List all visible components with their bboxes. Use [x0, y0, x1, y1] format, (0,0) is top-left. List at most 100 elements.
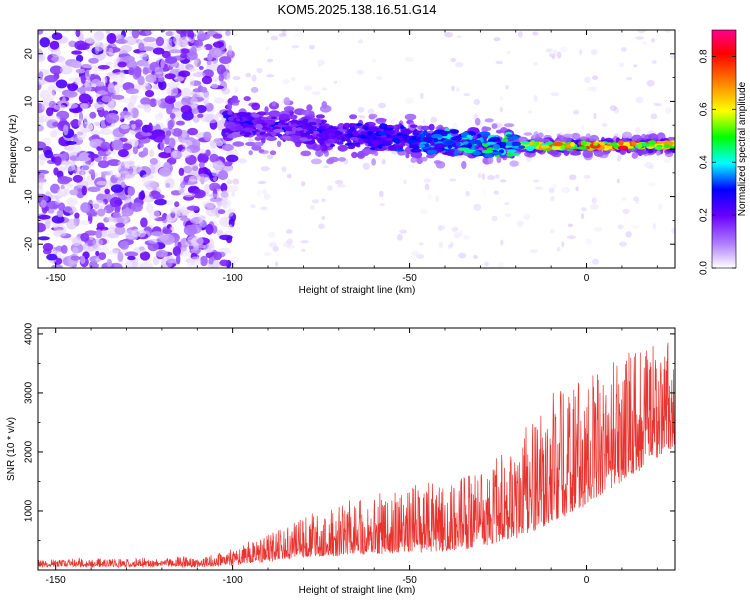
heatmap-cell [633, 64, 638, 68]
heatmap-cell [165, 56, 177, 64]
heatmap-cell [338, 157, 346, 162]
heatmap-cell [148, 122, 153, 134]
snr-x-tick-label: -150 [46, 575, 66, 586]
heatmap-cell [484, 154, 494, 158]
heatmap-cell [147, 174, 155, 180]
heatmap-cell [518, 137, 527, 142]
colorbar-tick-label: 0.0 [699, 261, 710, 275]
heatmap-cell [205, 223, 214, 235]
heatmap-cell [234, 125, 244, 131]
heatmap-cell [556, 247, 561, 252]
heatmap-cell [285, 229, 293, 234]
heatmap-cell [455, 61, 464, 68]
heatmap-cell [652, 223, 656, 230]
heatmap-cell [197, 113, 204, 119]
heatmap-cell [200, 113, 214, 123]
heatmap-cell [528, 110, 532, 114]
heatmap-cell [580, 140, 587, 146]
heatmap-cell [199, 255, 208, 267]
heatmap-cell [65, 141, 77, 145]
heatmap-cell [55, 79, 68, 89]
heatmap-cell [378, 190, 384, 198]
heatmap-cell [88, 57, 99, 64]
heatmap-cell [137, 75, 145, 86]
heatmap-cell [344, 136, 351, 142]
colorbar-tick-label: 0.4 [699, 155, 710, 169]
heatmap-cell [356, 69, 364, 75]
heatmap-cell [226, 72, 231, 82]
heatmap-cell [202, 69, 214, 79]
heatmap-cell [567, 235, 576, 239]
heatmap-cell [533, 179, 540, 183]
heatmap-cell [106, 216, 117, 222]
spectrogram-x-ticks: -150 -100 -50 0 [46, 30, 658, 284]
heatmap-cell [411, 250, 419, 257]
heatmap-cell [410, 148, 422, 153]
heatmap-cell [557, 51, 562, 59]
heatmap-cell [80, 232, 90, 242]
heatmap-cell [525, 156, 532, 162]
heatmap-cell [38, 214, 51, 220]
heatmap-cell [637, 142, 642, 148]
heatmap-cell [116, 217, 125, 222]
heatmap-cell [321, 101, 328, 109]
heatmap-cell [177, 63, 185, 73]
heatmap-cell [120, 124, 130, 130]
heatmap-cell [281, 166, 287, 173]
heatmap-cell [516, 220, 524, 228]
heatmap-cell [68, 260, 77, 268]
heatmap-cell [487, 156, 494, 164]
heatmap-cell [181, 130, 187, 139]
heatmap-cell [246, 124, 253, 128]
heatmap-cell [507, 149, 517, 153]
heatmap-cell [127, 255, 136, 261]
heatmap-cell [300, 240, 309, 244]
heatmap-cell [310, 205, 315, 210]
heatmap-cell [138, 142, 144, 148]
heatmap-cell [250, 204, 256, 209]
heatmap-cell [61, 152, 69, 160]
heatmap-cell [505, 134, 514, 138]
heatmap-cell [178, 184, 186, 195]
heatmap-cell [392, 137, 400, 143]
heatmap-cell [169, 207, 183, 214]
heatmap-cell [276, 140, 282, 147]
heatmap-cell [210, 161, 225, 170]
heatmap-cell [504, 213, 512, 217]
heatmap-cell [489, 136, 501, 142]
heatmap-cell [95, 229, 103, 239]
heatmap-cell [67, 145, 82, 154]
heatmap-cell [617, 145, 629, 151]
heatmap-cell [619, 241, 627, 247]
spectrogram-x-tick-label: -50 [402, 273, 417, 284]
heatmap-cell [40, 199, 47, 208]
heatmap-cell [616, 155, 622, 162]
heatmap-cell [480, 119, 487, 126]
heatmap-cell [124, 251, 139, 257]
heatmap-cell [421, 125, 430, 131]
heatmap-cell [648, 133, 658, 141]
heatmap-cell [44, 75, 58, 83]
heatmap-cell [106, 170, 114, 177]
heatmap-cell [318, 223, 325, 230]
heatmap-cell [323, 140, 333, 144]
heatmap-cell [506, 50, 511, 55]
heatmap-cell [321, 216, 325, 220]
heatmap-cell [124, 161, 129, 166]
heatmap-cell [583, 175, 591, 179]
heatmap-cell [85, 123, 94, 131]
heatmap-cell [269, 150, 277, 156]
heatmap-cell [451, 85, 455, 92]
heatmap-cell [131, 229, 142, 237]
heatmap-cell [290, 76, 296, 82]
heatmap-cell [94, 41, 104, 52]
heatmap-cell [49, 40, 60, 50]
heatmap-cell [235, 118, 241, 122]
heatmap-cell [62, 124, 69, 136]
heatmap-cell [621, 131, 633, 140]
heatmap-cell [174, 39, 181, 49]
heatmap-cell [375, 118, 387, 122]
heatmap-cell [633, 196, 639, 202]
heatmap-cell [367, 126, 379, 133]
